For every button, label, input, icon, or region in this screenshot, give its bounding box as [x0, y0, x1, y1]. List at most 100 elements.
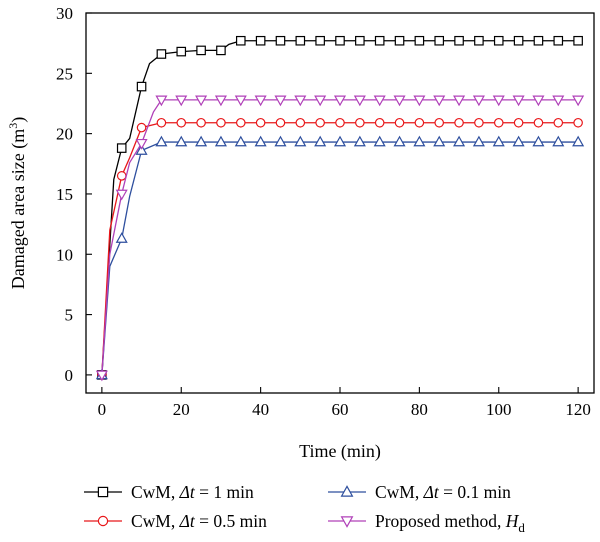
data-point-marker: [355, 35, 365, 46]
y-tick-label: 20: [56, 125, 73, 144]
data-point-marker: [97, 486, 109, 498]
data-point-marker: [493, 117, 504, 128]
data-point-marker: [393, 135, 406, 147]
data-point-marker: [353, 135, 366, 147]
data-point-marker: [275, 117, 286, 128]
data-point-marker: [216, 45, 226, 56]
series-4: [95, 95, 585, 382]
y-axis-label: Damaged area size (m3): [6, 117, 29, 289]
data-point-marker: [454, 117, 464, 128]
data-point-marker: [472, 135, 485, 147]
data-point-marker: [374, 117, 385, 128]
y-tick-label: 30: [56, 4, 73, 23]
data-point-marker: [434, 35, 445, 46]
data-point-marker: [294, 135, 307, 147]
data-point-marker: [136, 122, 147, 133]
data-point-marker: [176, 117, 187, 128]
data-point-marker: [274, 95, 287, 107]
data-point-marker: [214, 95, 227, 107]
data-point-marker: [196, 45, 206, 56]
legend-label-part: Δt: [179, 482, 196, 502]
data-point-marker: [552, 135, 565, 147]
series-line: [101, 122, 579, 375]
data-point-marker: [155, 95, 168, 107]
y-tick-label: 15: [56, 185, 73, 204]
series-line: [101, 141, 579, 375]
data-point-marker: [235, 117, 246, 128]
data-point-marker: [513, 117, 524, 128]
data-point-marker: [115, 232, 128, 243]
data-point-marker: [175, 95, 188, 107]
data-point-marker: [255, 117, 266, 128]
y-tick-label: 5: [65, 306, 74, 325]
data-point-marker: [155, 135, 168, 147]
data-point-marker: [572, 95, 585, 107]
data-point-marker: [175, 135, 188, 147]
data-point-marker: [454, 35, 464, 46]
data-point-marker: [136, 81, 147, 92]
data-point-marker: [533, 117, 544, 128]
x-tick-label: 80: [411, 400, 428, 419]
data-point-marker: [295, 35, 306, 46]
data-point-marker: [453, 95, 466, 107]
y-axis-title-sup: 3: [6, 123, 20, 129]
data-point-marker: [553, 117, 564, 128]
legend: CwM, Δt = 1 min CwM, Δt = 0.5 min CwM, Δt …: [84, 482, 525, 535]
data-point-marker: [333, 95, 347, 107]
legend-label-part: = 1 min: [195, 482, 254, 502]
series-line: [101, 40, 579, 375]
data-point-marker: [95, 370, 108, 382]
data-point-marker: [314, 95, 327, 107]
data-point-marker: [295, 117, 306, 128]
data-point-marker: [214, 135, 227, 147]
legend-label-part: CwM,: [131, 482, 180, 502]
data-point-marker: [472, 95, 485, 107]
data-point-marker: [254, 95, 267, 107]
legend-item: CwM, Δt = 0.1 min: [328, 482, 511, 502]
data-point-marker: [176, 46, 187, 57]
x-tick-label: 60: [332, 400, 349, 419]
legend-label: CwM, Δt = 1 min: [131, 482, 254, 502]
data-point-marker: [394, 35, 405, 46]
legend-label-part: Proposed method,: [375, 511, 506, 531]
data-point-marker: [434, 117, 445, 128]
series-line: [101, 99, 579, 375]
data-point-marker: [413, 95, 426, 107]
data-point-marker: [393, 95, 406, 107]
data-point-marker: [335, 35, 345, 46]
data-point-marker: [274, 135, 287, 147]
data-point-marker: [492, 95, 505, 107]
data-point-marker: [492, 135, 505, 147]
data-point-marker: [572, 135, 585, 147]
plot-area: 0 20 40 60 80 100 120 0 5 10 15 20 25 30: [56, 4, 595, 419]
data-point-marker: [196, 117, 206, 128]
data-point-marker: [314, 135, 327, 147]
legend-item: CwM, Δt = 0.5 min: [84, 511, 267, 531]
data-point-marker: [552, 95, 565, 107]
legend-label: CwM, Δt = 0.5 min: [131, 511, 267, 531]
data-point-marker: [333, 135, 347, 147]
data-point-marker: [474, 35, 484, 46]
legend-label-part: H: [505, 511, 520, 531]
data-point-marker: [532, 95, 545, 107]
legend-item: Proposed method, Hd: [328, 511, 525, 535]
data-point-marker: [254, 135, 267, 147]
data-point-marker: [374, 35, 385, 46]
data-point-marker: [116, 143, 127, 153]
data-point-marker: [413, 135, 426, 147]
data-point-marker: [373, 135, 386, 147]
data-point-marker: [513, 35, 524, 46]
data-point-marker: [493, 35, 504, 46]
y-axis-title-main: Damaged area size (m: [8, 129, 29, 289]
data-point-marker: [533, 35, 544, 46]
x-tick-label: 40: [252, 400, 269, 419]
data-point-marker: [255, 35, 266, 46]
data-point-marker: [156, 117, 167, 128]
data-point-marker: [97, 515, 109, 527]
data-point-marker: [216, 117, 226, 128]
data-point-marker: [573, 117, 583, 128]
data-point-marker: [512, 95, 525, 107]
y-axis-title: Damaged area size (m3): [6, 117, 29, 289]
legend-label: Proposed method, Hd: [375, 511, 525, 535]
